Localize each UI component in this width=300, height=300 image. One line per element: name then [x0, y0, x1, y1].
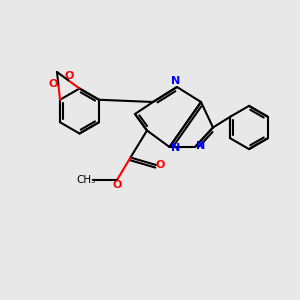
Text: N: N [172, 76, 181, 86]
Text: N: N [196, 140, 206, 151]
Text: O: O [112, 180, 122, 190]
Text: N: N [171, 142, 180, 153]
Text: O: O [48, 79, 58, 89]
Text: O: O [156, 160, 165, 170]
Text: O: O [65, 71, 74, 81]
Text: CH₃: CH₃ [77, 175, 96, 185]
